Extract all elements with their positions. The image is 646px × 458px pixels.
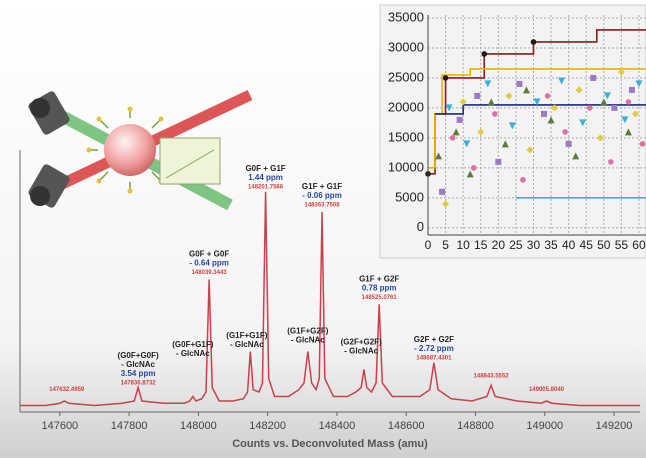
point [443, 75, 449, 81]
figure: 147600 147800 148000 148200 148400 148600 1488… [0, 0, 646, 458]
x-tick-label: 35 [544, 238, 558, 252]
x-tick-label: 149200 [596, 420, 633, 432]
x-tick-label: 25 [509, 238, 523, 252]
annotation-ppm: - 0.64 ppm [189, 259, 229, 268]
annotation-label: - GlcNAc [230, 340, 264, 349]
annotation-label: (G2F+G2F) [341, 338, 382, 347]
x-tick-label: 148000 [180, 420, 217, 432]
x-tick-label: 50 [597, 238, 611, 252]
point [629, 87, 635, 93]
annotation-mass: 149005.8040 [529, 387, 565, 393]
x-tick-label: 10 [456, 238, 470, 252]
annotation-label: G1F + G2F [359, 274, 399, 283]
y-tick-label: 20000 [388, 99, 424, 114]
annotation-ppm: - 0.06 ppm [302, 191, 342, 200]
annotation-ppm: 1.44 ppm [248, 173, 283, 182]
y-tick-label: 35000 [388, 9, 424, 24]
annotation-mass: 148363.7508 [305, 203, 341, 209]
annotation-label: - GlcNAc [291, 335, 325, 344]
x-tick-label: 15 [474, 238, 488, 252]
point [541, 111, 547, 117]
point [439, 189, 445, 195]
x-tick-label: 148800 [457, 420, 494, 432]
annotation-mass: 148525.0761 [362, 295, 398, 301]
annotation-label: - GlcNAc [344, 347, 378, 356]
y-tick-label: 10000 [388, 159, 424, 174]
annotation-label: G2F + G2F [414, 335, 454, 344]
x-axis-label: Counts vs. Deconvoluted Mass (amu) [232, 438, 428, 450]
x-tick-label: 30 [527, 238, 541, 252]
y-tick-label: 0 [417, 219, 424, 234]
x-tick-label: 20 [492, 238, 506, 252]
annotation-label: - GlcNAc [176, 349, 210, 358]
x-tick-label: 45 [580, 238, 594, 252]
annotation-label: G0F + G0F [189, 250, 229, 259]
x-tick-label: 148200 [249, 420, 286, 432]
x-tick-label: 0 [425, 238, 432, 252]
point [520, 177, 526, 183]
y-tick-label: 15000 [388, 129, 424, 144]
annotation-label: (G1F+G1F) [226, 331, 267, 340]
point [626, 99, 632, 105]
y-tick-label: 5000 [395, 189, 424, 204]
point [471, 165, 477, 171]
annotation-ppm: 0.78 ppm [362, 283, 397, 292]
x-tick-label: 148600 [388, 420, 425, 432]
point [562, 129, 568, 135]
x-tick-label: 55 [615, 238, 629, 252]
point [566, 141, 572, 147]
annotation-label: - GlcNAc [121, 360, 155, 369]
point [492, 111, 498, 117]
point [590, 75, 596, 81]
annotation-mass: 148843.5552 [474, 374, 510, 380]
annotation-label: G1F + G1F [302, 182, 342, 191]
annotation-mass: 148039.3443 [192, 270, 228, 276]
point [457, 117, 463, 123]
point [495, 159, 501, 165]
annotation-mass: 148201.7566 [248, 185, 284, 191]
point [531, 39, 537, 45]
point [481, 51, 487, 57]
annotation-label: (G0F+G1F) [172, 340, 213, 349]
annotation-ppm: 3.54 ppm [121, 369, 156, 378]
point [450, 135, 456, 141]
annotation-mass: 148687.4301 [416, 356, 452, 362]
annotation-mass: 147632.4959 [49, 387, 85, 393]
annotation-label: (G0F+G0F) [118, 351, 159, 360]
annotation-ppm: - 2.72 ppm [414, 344, 454, 353]
point [640, 141, 646, 147]
x-tick-label: 5 [442, 238, 449, 252]
x-tick-label: 40 [562, 238, 576, 252]
point [611, 105, 617, 111]
point [545, 93, 551, 99]
x-tick-label: 147800 [111, 420, 148, 432]
y-tick-label: 30000 [388, 39, 424, 54]
point [516, 81, 522, 87]
annotation-label: (G1F+G2F) [287, 326, 328, 335]
x-tick-label: 147600 [41, 420, 78, 432]
x-tick-label: 149000 [526, 420, 563, 432]
point [587, 105, 593, 111]
annotation-label: G0F + G1F [245, 164, 285, 173]
y-tick-label: 25000 [388, 69, 424, 84]
x-tick-label: 60 [632, 238, 646, 252]
point [474, 93, 480, 99]
point [608, 159, 614, 165]
x-tick-label: 148400 [319, 420, 356, 432]
annotation-mass: 147836.8732 [121, 380, 157, 386]
